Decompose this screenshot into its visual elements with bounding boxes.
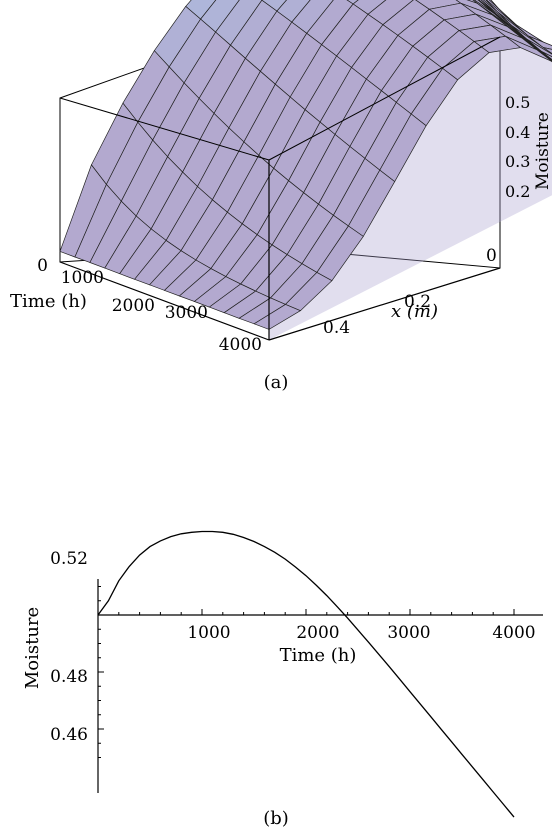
time-tick-4000: 4000 (219, 335, 262, 355)
y-tick-0-46: 0.46 (50, 725, 88, 745)
x-tick-4000: 4000 (492, 623, 535, 643)
panel-b-label: (b) (263, 808, 289, 829)
surface-facet (253, 304, 302, 330)
time-tick-2000: 2000 (112, 296, 155, 316)
tick-marks (98, 586, 515, 758)
depth-axis-label: x (m) (391, 301, 438, 322)
surface-mesh (59, 0, 552, 340)
line-plot-panel: 0.52 0.48 0.46 1000 2000 3000 4000 Time … (22, 530, 543, 829)
surface-front-face (269, 47, 552, 340)
time-tick-1000: 1000 (61, 268, 104, 288)
surface-plot-panel: 0 1000 2000 3000 4000 Time (h) 0 0.2 0.4… (10, 0, 552, 393)
x-tick-2000: 2000 (296, 623, 339, 643)
z-tick-0-3: 0.3 (505, 152, 530, 171)
panel-a-label: (a) (264, 372, 289, 393)
bounding-box-front-left (59, 261, 270, 341)
bounding-box-front-right (268, 267, 501, 341)
time-tick-3000: 3000 (165, 303, 208, 323)
time-tick-0: 0 (37, 256, 48, 276)
x-tick-1000: 1000 (187, 623, 230, 643)
time-axis-label: Time (h) (10, 291, 87, 312)
bounding-box-top-right (268, 36, 501, 161)
depth-tick-0-4: 0.4 (323, 318, 350, 338)
z-tick-0-2: 0.2 (505, 182, 530, 201)
y-tick-0-52: 0.52 (50, 549, 88, 569)
depth-tick-0: 0 (486, 246, 497, 266)
z-axis-label: Moisture (533, 112, 552, 190)
z-tick-0-5: 0.5 (505, 93, 530, 112)
series-line-moisture (97, 530, 515, 818)
z-tick-0-4: 0.4 (505, 123, 530, 142)
x-axis-label: Time (h) (280, 645, 357, 666)
x-tick-3000: 3000 (387, 623, 430, 643)
bounding-box-top-front (59, 97, 270, 161)
y-tick-0-48: 0.48 (50, 667, 88, 687)
y-axis-label: Moisture (22, 607, 43, 689)
depth-tick-0-2: 0.2 (404, 292, 431, 312)
